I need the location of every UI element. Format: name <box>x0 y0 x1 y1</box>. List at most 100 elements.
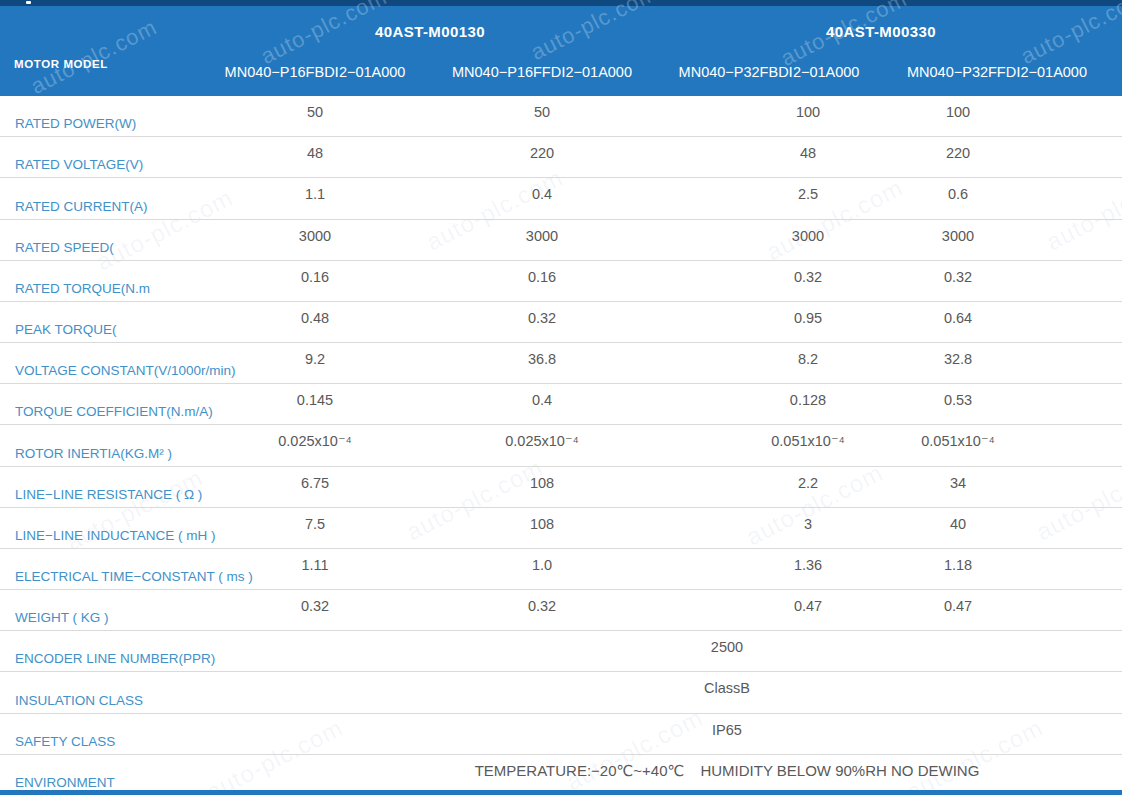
table-row-rated-current: RATED CURRENT(A) 1.1 0.4 2.5 0.6 <box>0 178 1122 219</box>
row-label: ENVIRONMENT <box>15 775 115 790</box>
watermark: auto-plc.com <box>257 0 392 70</box>
cell-value: 0.025x10⁻⁴ <box>278 433 352 449</box>
row-label: ENCODER LINE NUMBER(PPR) <box>15 651 215 666</box>
row-label: TORQUE COEFFICIENT(N.m/A) <box>15 404 213 419</box>
row-label: LINE−LINE RESISTANCE ( Ω ) <box>15 487 202 502</box>
table-row-line-line-inductance: LINE−LINE INDUCTANCE ( mH ) 7.5 108 3 40 <box>0 508 1122 549</box>
cell-value: 0.4 <box>532 392 552 408</box>
model-name-col3: MN040−P32FBDⅠ2−01A000 <box>679 64 860 80</box>
cell-value: 1.11 <box>301 557 328 573</box>
corner-label-motor-model: MOTOR MODEL <box>14 58 108 70</box>
row-label: INSULATION CLASS <box>15 693 143 708</box>
top-speck <box>26 1 31 4</box>
cell-value: 0.4 <box>532 186 552 202</box>
cell-value: 48 <box>307 145 323 161</box>
row-label: ELECTRICAL TIME−CONSTANT ( ms ) <box>15 569 253 584</box>
table-row-peak-torque: PEAK TORQUE( 0.48 0.32 0.95 0.64 <box>0 302 1122 343</box>
cell-value-merged: IP65 <box>712 722 742 738</box>
cell-value: 3 <box>804 516 812 532</box>
cell-value: 0.32 <box>528 598 556 614</box>
table-row-torque-coefficient: TORQUE COEFFICIENT(N.m/A) 0.145 0.4 0.12… <box>0 384 1122 425</box>
cell-value: 220 <box>530 145 554 161</box>
cell-value: 34 <box>950 475 966 491</box>
cell-value: 3000 <box>942 228 974 244</box>
table-row-rated-torque: RATED TORQUE(N.m 0.16 0.16 0.32 0.32 <box>0 261 1122 302</box>
table-row-weight: WEIGHT ( KG ) 0.32 0.32 0.47 0.47 <box>0 590 1122 631</box>
table-row-environment: ENVIRONMENT TEMPERATURE:−20℃~+40℃ HUMIDI… <box>0 755 1122 795</box>
table-row-electrical-time-constant: ELECTRICAL TIME−CONSTANT ( ms ) 1.11 1.0… <box>0 549 1122 590</box>
cell-value: 9.2 <box>305 351 325 367</box>
table-body: auto-plc.com auto-plc.com auto-plc.com a… <box>0 96 1122 795</box>
cell-value: 3000 <box>792 228 824 244</box>
cell-value: 3000 <box>526 228 558 244</box>
table-row-rated-voltage: RATED VOLTAGE(V) 48 220 48 220 <box>0 137 1122 178</box>
row-label: RATED CURRENT(A) <box>15 199 148 214</box>
cell-value: 0.53 <box>944 392 972 408</box>
watermark: auto-plc.com <box>27 14 162 100</box>
cell-value: 0.32 <box>944 269 972 285</box>
cell-value: 0.128 <box>790 392 826 408</box>
spec-sheet-page: auto-plc.com auto-plc.com auto-plc.com a… <box>0 0 1122 795</box>
row-label: ROTOR INERTIA(KG.M² ) <box>15 446 172 461</box>
group-header-40ast-m00330: 40AST-M00330 <box>826 23 936 40</box>
cell-value: 0.051x10⁻⁴ <box>921 433 995 449</box>
model-name-col4: MN040−P32FFDⅠ2−01A000 <box>907 64 1087 80</box>
row-label: RATED SPEED( <box>15 240 114 255</box>
table-row-line-line-resistance: LINE−LINE RESISTANCE ( Ω ) 6.75 108 2.2 … <box>0 467 1122 508</box>
model-name-col1: MN040−P16FBDⅠ2−01A000 <box>225 64 406 80</box>
cell-value: 0.6 <box>948 186 968 202</box>
cell-value: 2.2 <box>798 475 818 491</box>
row-label: PEAK TORQUE( <box>15 322 117 337</box>
cell-value: 0.051x10⁻⁴ <box>771 433 845 449</box>
watermark: auto-plc.com <box>527 0 662 66</box>
cell-value: 1.18 <box>944 557 972 573</box>
cell-value: 1.36 <box>794 557 822 573</box>
table-row-encoder-line-number: ENCODER LINE NUMBER(PPR) 2500 <box>0 631 1122 672</box>
table-row-insulation-class: INSULATION CLASS ClassB <box>0 672 1122 713</box>
cell-value: 100 <box>796 104 820 120</box>
table-row-voltage-constant: VOLTAGE CONSTANT(V/1000r/min) 9.2 36.8 8… <box>0 343 1122 384</box>
group-header-40ast-m00130: 40AST-M00130 <box>375 23 485 40</box>
cell-value: 3000 <box>299 228 331 244</box>
cell-value: 0.64 <box>944 310 972 326</box>
environment-temperature: TEMPERATURE:−20℃~+40℃ <box>475 762 685 780</box>
cell-value-merged: 2500 <box>711 639 743 655</box>
bottom-strip <box>0 790 1122 795</box>
cell-value: 1.1 <box>305 186 325 202</box>
row-label: VOLTAGE CONSTANT(V/1000r/min) <box>15 363 236 378</box>
table-row-rated-power: RATED POWER(W) 50 50 100 100 <box>0 96 1122 137</box>
row-label: RATED POWER(W) <box>15 116 136 131</box>
table-row-safety-class: SAFETY CLASS IP65 <box>0 714 1122 755</box>
cell-value: 8.2 <box>798 351 818 367</box>
cell-value: 48 <box>800 145 816 161</box>
cell-value: 2.5 <box>798 186 818 202</box>
cell-value: 0.16 <box>301 269 329 285</box>
cell-value: 40 <box>950 516 966 532</box>
cell-value: 32.8 <box>944 351 972 367</box>
table-header: auto-plc.com auto-plc.com auto-plc.com a… <box>0 6 1122 96</box>
cell-value: 7.5 <box>305 516 325 532</box>
cell-value: 100 <box>946 104 970 120</box>
row-label: SAFETY CLASS <box>15 734 115 749</box>
cell-value: 0.32 <box>301 598 329 614</box>
watermark: auto-plc.com <box>1017 0 1122 70</box>
cell-value: 1.0 <box>532 557 552 573</box>
cell-value: 0.47 <box>794 598 822 614</box>
cell-value: 50 <box>534 104 550 120</box>
cell-value: 36.8 <box>528 351 556 367</box>
cell-value: 6.75 <box>301 475 329 491</box>
cell-value: 0.32 <box>794 269 822 285</box>
cell-value: 108 <box>530 475 554 491</box>
environment-value: TEMPERATURE:−20℃~+40℃ HUMIDITY BELOW 90%… <box>475 762 980 780</box>
cell-value: 0.145 <box>297 392 333 408</box>
cell-value-merged: ClassB <box>704 680 750 696</box>
table-row-rotor-inertia: ROTOR INERTIA(KG.M² ) 0.025x10⁻⁴ 0.025x1… <box>0 425 1122 466</box>
model-name-col2: MN040−P16FFDⅠ2−01A000 <box>452 64 632 80</box>
row-label: RATED TORQUE(N.m <box>15 281 150 296</box>
row-label: LINE−LINE INDUCTANCE ( mH ) <box>15 528 215 543</box>
cell-value: 220 <box>946 145 970 161</box>
table-row-rated-speed: RATED SPEED( 3000 3000 3000 3000 <box>0 220 1122 261</box>
cell-value: 108 <box>530 516 554 532</box>
cell-value: 0.95 <box>794 310 822 326</box>
cell-value: 0.32 <box>528 310 556 326</box>
